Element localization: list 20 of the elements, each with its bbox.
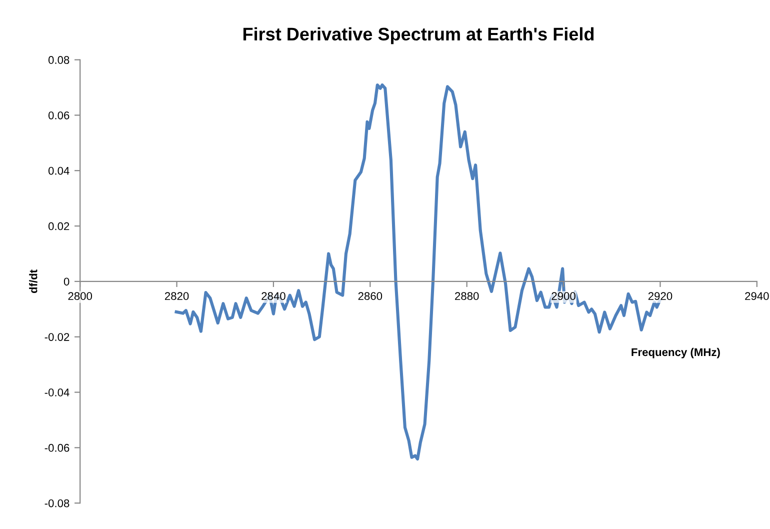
- x-tick-label: 2940: [745, 292, 769, 300]
- y-tick-label: 0.02: [48, 222, 70, 230]
- x-tick-label: 2860: [358, 292, 382, 300]
- x-tick-label: 2840: [262, 292, 286, 300]
- chart-title: First Derivative Spectrum at Earth's Field: [243, 27, 594, 44]
- x-tick-label: 2900: [552, 292, 576, 300]
- y-tick-label: -0.08: [44, 499, 70, 508]
- x-tick-label: 2800: [68, 292, 92, 300]
- y-tick-label: -0.04: [44, 388, 70, 396]
- y-tick-label: 0.08: [48, 56, 70, 64]
- x-tick-label: 2820: [164, 292, 189, 300]
- y-tick-label: -0.02: [44, 333, 70, 341]
- y-tick-label: 0: [64, 278, 70, 286]
- y-axis-title: df/dt: [29, 270, 38, 293]
- y-tick-label: -0.06: [44, 444, 70, 452]
- y-tick-label: 0.06: [48, 111, 70, 120]
- x-tick-label: 2880: [455, 292, 479, 300]
- x-axis-title: Frequency (MHz): [632, 348, 720, 358]
- x-tick-label: 2920: [648, 292, 672, 300]
- y-tick-label: 0.04: [48, 166, 70, 175]
